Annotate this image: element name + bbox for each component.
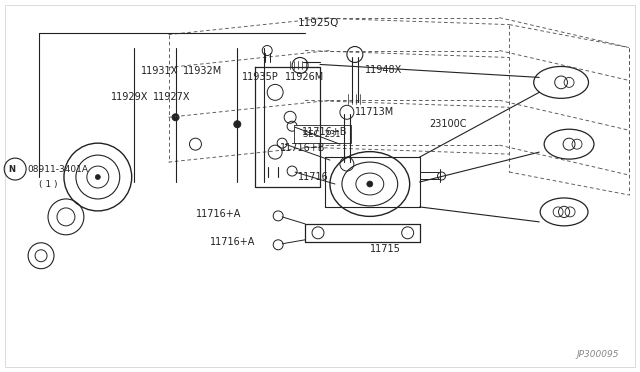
Text: 11948X: 11948X (365, 65, 402, 76)
Text: 11929X: 11929X (111, 92, 148, 102)
Text: 11935P: 11935P (243, 73, 279, 83)
Text: 11927X: 11927X (152, 92, 190, 102)
Text: 11926M: 11926M (285, 73, 324, 83)
FancyBboxPatch shape (294, 125, 351, 143)
Text: 11925Q: 11925Q (298, 17, 339, 28)
Text: 11716: 11716 (298, 172, 329, 182)
Text: JP300095: JP300095 (577, 350, 619, 359)
Text: ( 1 ): ( 1 ) (39, 180, 58, 189)
Text: N: N (9, 164, 15, 174)
Circle shape (172, 114, 179, 121)
Text: 11716+A: 11716+A (195, 209, 241, 219)
Text: 11931X: 11931X (141, 67, 178, 76)
Text: SEC. 231: SEC. 231 (303, 130, 340, 139)
Circle shape (95, 174, 100, 180)
Text: 08911-3401A: 08911-3401A (27, 164, 88, 174)
FancyBboxPatch shape (5, 5, 635, 367)
Circle shape (367, 181, 373, 187)
Text: 11716+B: 11716+B (302, 127, 348, 137)
Text: 11715: 11715 (370, 244, 401, 254)
Text: 11716+A: 11716+A (211, 237, 256, 247)
Text: 23100C: 23100C (429, 119, 467, 129)
Text: 11716+B: 11716+B (280, 143, 326, 153)
Text: 11713M: 11713M (355, 107, 394, 117)
Text: 11932M: 11932M (182, 67, 222, 76)
Circle shape (234, 121, 241, 128)
